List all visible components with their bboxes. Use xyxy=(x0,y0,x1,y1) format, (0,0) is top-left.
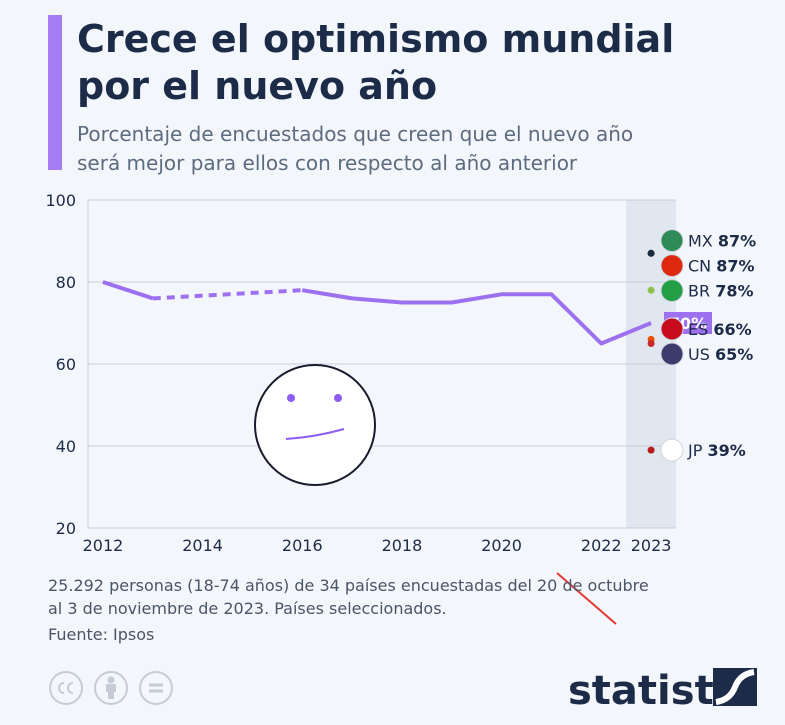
eye xyxy=(287,394,295,402)
x-tick-label: 2020 xyxy=(481,536,522,555)
accent-bar xyxy=(48,15,62,170)
country-value: 65% xyxy=(715,345,753,364)
country-flag xyxy=(660,229,684,253)
country-name: BR xyxy=(688,282,710,301)
country-name: MX xyxy=(688,232,713,251)
annotation-stroke xyxy=(556,572,617,625)
note: al 3 de noviembre de 2023. Países selecc… xyxy=(48,599,447,618)
country-value: 87% xyxy=(718,232,756,251)
country-value: 39% xyxy=(707,441,745,460)
line-series xyxy=(301,288,652,346)
source: Fuente: Ipsos xyxy=(48,625,154,644)
x-tick-label: 2018 xyxy=(382,536,423,555)
country-flag xyxy=(660,317,684,341)
nd-glyph xyxy=(149,683,163,693)
country-value: 66% xyxy=(713,320,751,339)
x-tick-label: 2014 xyxy=(182,536,223,555)
country-flag xyxy=(660,279,684,303)
note: 25.292 personas (18-74 años) de 34 paíse… xyxy=(48,576,649,595)
brand-logo: statista xyxy=(568,668,741,714)
gap-bridge xyxy=(152,288,303,301)
country-name: US xyxy=(688,345,710,364)
y-tick-label: 60 xyxy=(56,355,76,374)
chart-subtitle: será mejor para ellos con respecto al añ… xyxy=(77,151,578,175)
country-label: CN 87% xyxy=(688,257,755,276)
country-name: ES xyxy=(688,320,708,339)
brand-icon-wave xyxy=(715,669,755,705)
nd-icon xyxy=(139,671,173,705)
plot-area: 20 40 60 80 100 2012 2014 2016 2018 2020 2022 2023 7… xyxy=(45,191,756,555)
chart-title: por el nuevo año xyxy=(77,64,437,108)
country-flag xyxy=(660,254,684,278)
country-name: JP xyxy=(687,441,703,460)
face xyxy=(254,364,376,486)
license-icons xyxy=(49,671,173,705)
y-tick-label: 100 xyxy=(45,191,76,210)
x-tick-label: 2012 xyxy=(83,536,124,555)
by-head xyxy=(107,676,115,684)
smiley-illustration xyxy=(254,364,376,486)
by-icon xyxy=(94,671,128,705)
country-value: 87% xyxy=(716,257,754,276)
chart-title: Crece el optimismo mundial xyxy=(77,17,674,61)
x-tick-label: 2023 xyxy=(631,536,672,555)
country-label: US 65% xyxy=(688,345,753,364)
country-label: MX 87% xyxy=(688,232,756,251)
country-dot xyxy=(647,249,655,257)
country-dot xyxy=(647,286,655,294)
cc-glyph xyxy=(58,682,74,694)
x-tick-label: 2022 xyxy=(581,536,622,555)
y-tick-label: 40 xyxy=(56,437,76,456)
eye xyxy=(334,394,342,402)
x-tick-label: 2016 xyxy=(282,536,323,555)
country-flag xyxy=(660,342,684,366)
line-series xyxy=(102,280,154,301)
y-tick-label: 20 xyxy=(56,519,76,538)
country-label: ES 66% xyxy=(688,320,752,339)
country-label: JP 39% xyxy=(687,441,746,460)
country-flag xyxy=(660,438,684,462)
country-name: CN xyxy=(688,257,711,276)
country-value: 78% xyxy=(715,282,753,301)
country-label: BR 78% xyxy=(688,282,753,301)
mouth xyxy=(285,428,345,440)
by-body xyxy=(106,684,116,699)
country-dot xyxy=(647,340,655,347)
cc-icon xyxy=(49,671,83,705)
y-tick-label: 80 xyxy=(56,273,76,292)
chart-subtitle: Porcentaje de encuestados que creen que … xyxy=(77,122,633,146)
country-dot xyxy=(647,446,655,454)
